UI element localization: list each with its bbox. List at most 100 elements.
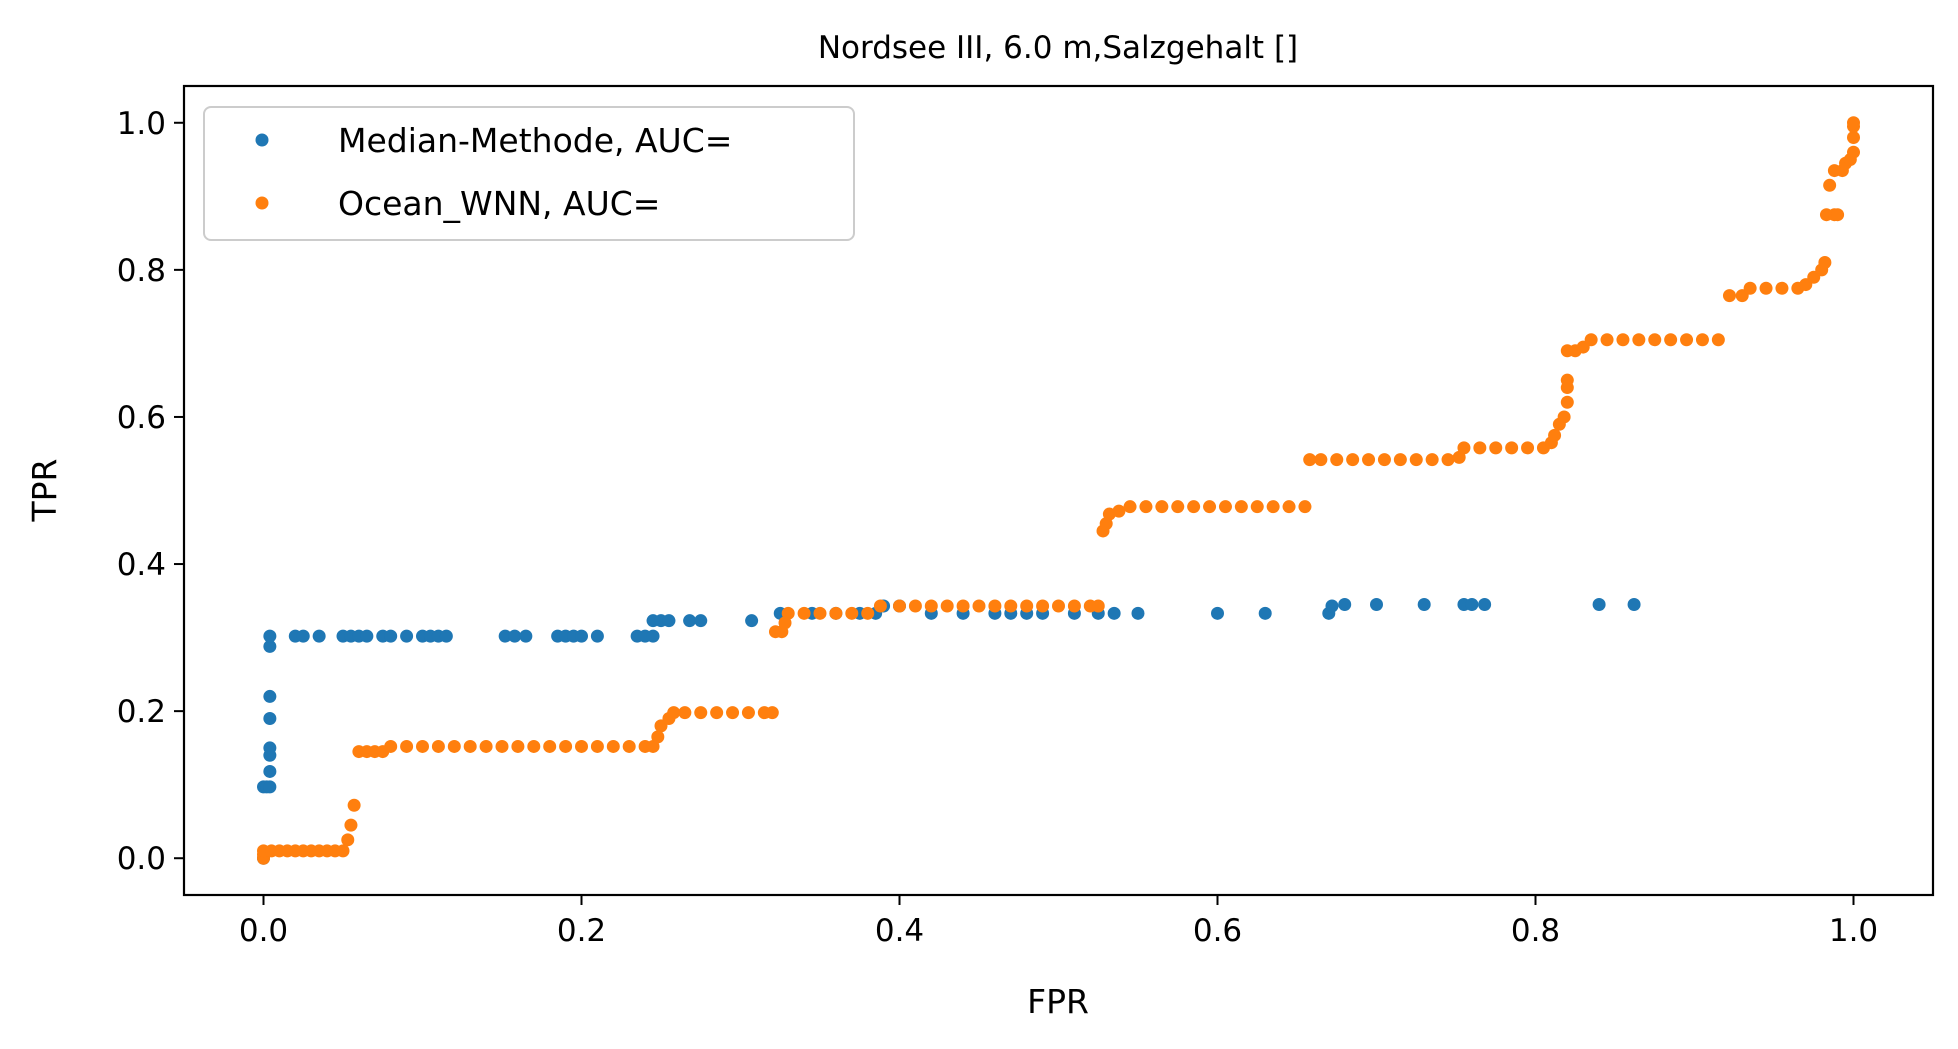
data-point xyxy=(1560,373,1574,387)
data-point xyxy=(1627,597,1641,611)
data-point xyxy=(710,706,724,720)
data-point xyxy=(1457,441,1471,455)
data-point xyxy=(1303,453,1317,467)
data-point xyxy=(439,629,453,643)
data-point xyxy=(519,629,533,643)
data-point xyxy=(341,833,355,847)
data-point xyxy=(263,764,277,778)
data-point xyxy=(956,599,970,613)
data-point xyxy=(1632,333,1646,347)
series-1-points xyxy=(257,116,1860,865)
data-point xyxy=(873,599,887,613)
data-point xyxy=(1478,597,1492,611)
data-point xyxy=(1759,281,1773,295)
data-point xyxy=(1370,597,1383,611)
data-point xyxy=(431,739,445,753)
data-point xyxy=(590,739,604,753)
data-point xyxy=(745,614,759,628)
data-point xyxy=(508,629,522,643)
y-tick-label: 0.0 xyxy=(117,841,166,877)
data-point xyxy=(1695,333,1709,347)
data-point xyxy=(694,706,708,720)
data-point xyxy=(1091,599,1105,613)
legend-marker-median-methode xyxy=(255,133,269,147)
data-point xyxy=(575,629,588,643)
data-point xyxy=(1266,500,1280,514)
data-point xyxy=(1521,441,1535,455)
data-point xyxy=(400,629,414,643)
data-point xyxy=(312,629,326,643)
data-point xyxy=(1282,500,1296,514)
data-point xyxy=(1557,410,1571,424)
data-point xyxy=(1417,597,1431,611)
data-point xyxy=(1036,599,1050,613)
x-tick-label: 1.0 xyxy=(1829,913,1878,949)
data-point xyxy=(479,739,493,753)
data-point xyxy=(1616,333,1630,347)
data-point xyxy=(726,706,740,720)
axis-ticks: 0.0 0.2 0.4 0.6 0.8 1.0 0.0 0.2 0.4 0.6 0.8 1.0 xyxy=(117,106,1878,949)
legend: Median-Methode, AUC= Ocean_WNN, AUC= xyxy=(203,106,855,241)
data-point xyxy=(360,629,374,643)
data-point xyxy=(1112,504,1126,518)
data-point xyxy=(347,798,361,812)
data-point xyxy=(1171,500,1185,514)
data-point xyxy=(1131,606,1145,620)
data-point xyxy=(1325,599,1339,613)
chart-title: Nordsee III, 6.0 m,Salzgehalt [] xyxy=(818,30,1298,66)
data-point xyxy=(940,599,954,613)
data-point xyxy=(527,739,541,753)
data-point xyxy=(1847,145,1860,159)
data-point xyxy=(543,739,557,753)
x-tick-label: 0.2 xyxy=(557,913,606,949)
data-point xyxy=(1818,256,1832,270)
legend-box xyxy=(203,106,855,241)
data-point xyxy=(344,818,358,832)
data-point xyxy=(296,629,310,643)
data-point xyxy=(400,739,414,753)
data-point xyxy=(646,629,660,643)
data-point xyxy=(511,739,525,753)
x-tick-label: 0.4 xyxy=(875,913,924,949)
data-point xyxy=(1560,395,1574,409)
data-point xyxy=(1831,208,1845,222)
x-tick-label: 0.0 xyxy=(239,913,288,949)
data-point xyxy=(1743,281,1757,295)
legend-label-median-methode: Median-Methode, AUC= xyxy=(338,121,732,160)
data-point xyxy=(924,599,938,613)
data-point xyxy=(463,739,477,753)
data-point xyxy=(263,629,277,643)
data-point xyxy=(263,780,277,794)
data-point xyxy=(1548,428,1562,442)
data-point xyxy=(1489,441,1503,455)
data-point xyxy=(651,730,665,744)
data-point xyxy=(1592,597,1606,611)
data-point xyxy=(1393,453,1407,467)
data-point xyxy=(1052,599,1065,613)
legend-label-ocean-wnn: Ocean_WNN, AUC= xyxy=(338,184,660,223)
data-point xyxy=(622,739,636,753)
data-point xyxy=(263,639,277,653)
data-point xyxy=(590,629,604,643)
data-point xyxy=(813,606,827,620)
data-point xyxy=(678,706,692,720)
data-point xyxy=(1187,500,1201,514)
data-point xyxy=(741,706,755,720)
data-point xyxy=(972,599,986,613)
y-tick-label: 0.8 xyxy=(117,253,166,289)
data-point xyxy=(829,606,843,620)
data-point xyxy=(1648,333,1662,347)
data-point xyxy=(1298,500,1312,514)
x-tick-label: 0.6 xyxy=(1193,913,1242,949)
data-point xyxy=(1505,441,1519,455)
data-point xyxy=(447,739,461,753)
data-point xyxy=(1203,500,1217,514)
data-point xyxy=(683,614,697,628)
data-point xyxy=(575,739,588,753)
data-point xyxy=(263,741,277,755)
data-point xyxy=(263,689,277,703)
data-point xyxy=(495,739,509,753)
data-point xyxy=(498,629,512,643)
data-point xyxy=(1711,333,1725,347)
